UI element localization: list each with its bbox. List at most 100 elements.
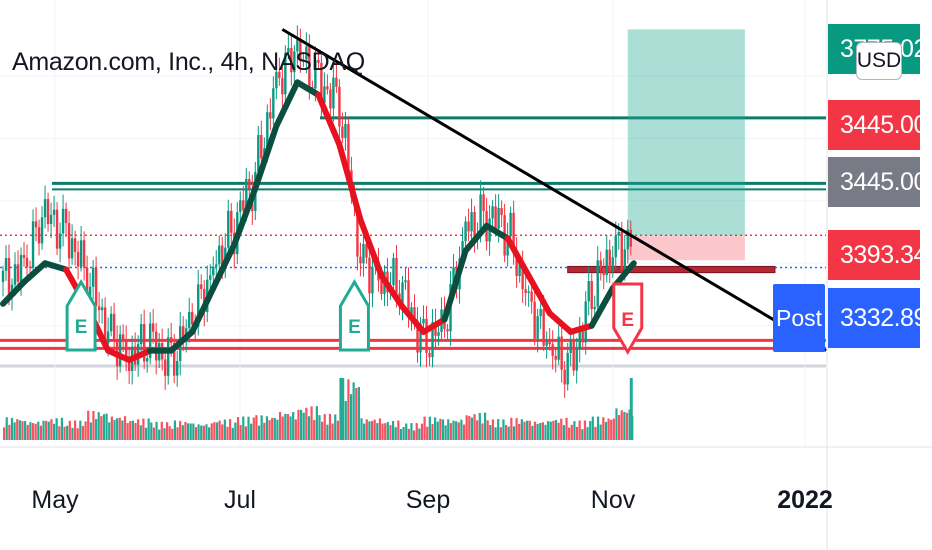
candle-body: [320, 62, 323, 104]
volume-bar: [192, 423, 195, 440]
candle-body: [302, 59, 305, 61]
candle-body: [551, 344, 554, 356]
volume-bar: [452, 420, 455, 440]
candle-body: [425, 318, 428, 353]
candle-body: [37, 227, 41, 244]
volume-bar: [617, 414, 621, 440]
time-axis-label: 2022: [777, 486, 833, 514]
volume-bar: [60, 417, 64, 440]
candle-body: [182, 326, 185, 343]
volume-bar: [326, 424, 329, 440]
volume-bar: [176, 427, 179, 440]
candle-body: [76, 251, 80, 267]
volume-bar: [105, 413, 108, 440]
volume-bar: [42, 420, 45, 440]
candle-body: [142, 324, 146, 362]
candle-body: [401, 282, 404, 307]
candle-body: [257, 134, 260, 172]
candle-body: [58, 233, 62, 249]
volume-bar: [596, 416, 600, 440]
moving-average-segment: [567, 322, 595, 335]
volume-bar: [292, 412, 295, 440]
volume-bar: [349, 394, 353, 440]
candle-body: [73, 238, 77, 252]
moving-average-segment: [231, 185, 259, 248]
candle-body: [365, 243, 368, 258]
volume-bar: [321, 421, 324, 440]
volume-bar: [625, 412, 629, 440]
candle-body: [227, 210, 230, 248]
volume-bar: [497, 419, 500, 440]
candle-body: [506, 236, 509, 256]
candle-body: [70, 238, 74, 259]
moving-average-segment: [273, 79, 301, 130]
volume-bar: [47, 421, 50, 440]
volume-bar: [66, 425, 69, 440]
volume-bar: [407, 428, 410, 440]
volume-bar: [457, 422, 460, 440]
candle-body: [497, 207, 500, 229]
candle-body: [278, 71, 281, 79]
volume-bar: [163, 428, 166, 440]
candle-body: [446, 329, 449, 332]
volume-bar: [229, 419, 232, 440]
volume-bar: [489, 425, 492, 440]
volume-bar: [607, 418, 610, 440]
volume-bar: [512, 426, 516, 440]
candle-body: [422, 318, 425, 324]
earnings-label: E: [621, 310, 634, 331]
volume-bar: [92, 411, 95, 440]
candle-body: [395, 257, 398, 294]
candle-body: [19, 254, 23, 282]
volume-bar: [24, 421, 27, 440]
candle-body: [368, 257, 371, 294]
volume-bar: [557, 422, 560, 440]
candle-body: [215, 264, 218, 267]
volume-bar: [68, 420, 71, 440]
symbol-title: Amazon.com, Inc., 4h, NASDAQ: [12, 48, 365, 76]
moving-average-segment: [189, 285, 217, 335]
volume-bar: [126, 423, 129, 440]
position-stop-zone: [627, 235, 745, 261]
volume-bar: [478, 412, 481, 440]
volume-bar: [507, 426, 510, 440]
volume-bar: [202, 425, 205, 440]
volume-bar: [486, 420, 489, 440]
volume-bar: [510, 417, 513, 440]
volume-bar: [179, 420, 182, 440]
candle-body: [335, 77, 338, 87]
candle-body: [542, 309, 545, 346]
candle-body: [452, 267, 455, 284]
volume-bar: [604, 421, 608, 440]
candle-body: [248, 178, 251, 189]
volume-bar: [168, 426, 171, 440]
candle-body: [13, 264, 17, 285]
volume-bar: [581, 429, 584, 440]
time-axis-label: Jul: [224, 486, 256, 514]
candle-body: [473, 212, 476, 239]
volume-bar: [410, 423, 413, 440]
earnings-flag-upcoming: [612, 282, 644, 355]
volume-bar: [200, 425, 203, 440]
volume-bar: [45, 420, 48, 440]
volume-bar: [234, 422, 237, 440]
volume-bar: [84, 421, 87, 440]
volume-group: [3, 378, 634, 440]
moving-average-group: [0, 79, 637, 363]
volume-bar: [447, 419, 450, 440]
volume-bar: [405, 423, 408, 440]
candle-body: [85, 267, 89, 303]
volume-bar: [455, 421, 458, 440]
candle-body: [347, 123, 350, 171]
volume-bar: [150, 422, 153, 440]
candle-body: [545, 340, 548, 346]
volume-bar: [436, 421, 439, 440]
volume-bar: [444, 425, 447, 440]
volume-bar: [173, 420, 177, 440]
currency-button[interactable]: USD: [856, 42, 902, 80]
demand-zone: [567, 265, 776, 274]
candle-body: [329, 89, 332, 109]
volume-bar: [134, 423, 137, 440]
candle-body: [64, 208, 68, 224]
